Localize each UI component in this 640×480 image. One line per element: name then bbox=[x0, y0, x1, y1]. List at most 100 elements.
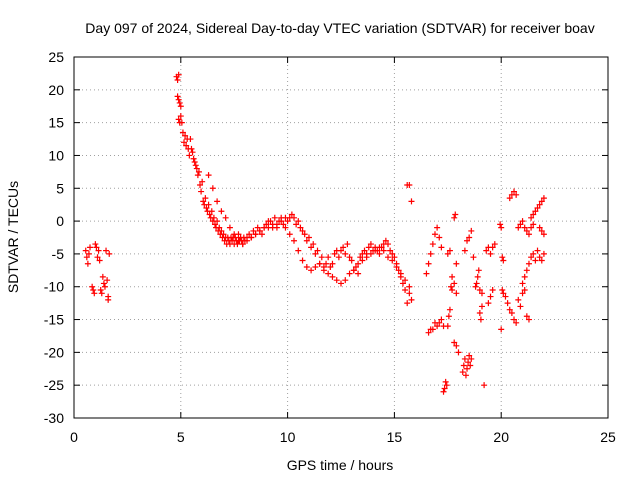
data-point bbox=[470, 254, 477, 261]
data-point bbox=[453, 342, 460, 349]
data-point bbox=[525, 260, 532, 267]
data-point bbox=[530, 250, 537, 257]
data-point bbox=[284, 218, 291, 225]
data-point bbox=[181, 139, 188, 146]
data-point bbox=[355, 260, 362, 267]
y-tick-label: 25 bbox=[48, 49, 64, 65]
y-axis-title: SDTVAR / TECUs bbox=[5, 181, 21, 293]
data-point bbox=[404, 300, 411, 307]
data-point bbox=[342, 250, 349, 257]
data-point bbox=[423, 270, 430, 277]
data-point bbox=[536, 254, 543, 261]
data-point bbox=[288, 211, 295, 218]
data-point bbox=[508, 309, 515, 316]
data-point bbox=[235, 237, 242, 244]
data-point bbox=[519, 280, 526, 287]
data-point bbox=[359, 257, 366, 264]
data-point bbox=[406, 290, 413, 297]
y-tick-label: 20 bbox=[48, 82, 64, 98]
data-point bbox=[449, 273, 456, 280]
data-point bbox=[528, 214, 535, 221]
x-tick-label: 10 bbox=[280, 429, 296, 445]
data-point bbox=[194, 172, 201, 179]
data-point bbox=[408, 198, 415, 205]
data-point bbox=[502, 293, 509, 300]
data-point bbox=[511, 316, 518, 323]
data-point bbox=[540, 195, 547, 202]
data-point bbox=[521, 287, 528, 294]
data-point bbox=[521, 224, 528, 231]
x-tick-label: 5 bbox=[177, 429, 185, 445]
data-point bbox=[100, 280, 107, 287]
data-point bbox=[446, 247, 453, 254]
data-point bbox=[436, 319, 443, 326]
data-point bbox=[478, 290, 485, 297]
data-point bbox=[254, 224, 261, 231]
data-point bbox=[314, 247, 321, 254]
ticks-layer: 0 5 10 15 20 25 -30 -25 -20 -15 -10 -5 0 5 10 15 20 25 bbox=[44, 49, 616, 445]
data-point bbox=[234, 241, 241, 248]
data-point bbox=[335, 254, 342, 261]
data-point bbox=[519, 218, 526, 225]
data-point bbox=[464, 365, 471, 372]
data-point bbox=[519, 290, 526, 297]
data-point bbox=[487, 250, 494, 257]
data-point bbox=[455, 349, 462, 356]
data-point bbox=[391, 254, 398, 261]
data-point bbox=[90, 287, 97, 294]
data-point bbox=[525, 316, 532, 323]
data-point bbox=[429, 326, 436, 333]
data-point bbox=[206, 211, 213, 218]
data-point bbox=[226, 224, 233, 231]
data-point bbox=[299, 227, 306, 234]
data-point bbox=[389, 257, 396, 264]
data-point bbox=[265, 218, 272, 225]
data-point bbox=[467, 362, 474, 369]
data-point bbox=[101, 283, 108, 290]
y-tick-label: -30 bbox=[44, 410, 64, 426]
data-point bbox=[189, 149, 196, 156]
data-point bbox=[382, 237, 389, 244]
data-point bbox=[350, 267, 357, 274]
data-point bbox=[244, 237, 251, 244]
data-point bbox=[485, 300, 492, 307]
data-point bbox=[468, 227, 475, 234]
data-point bbox=[331, 250, 338, 257]
data-point bbox=[402, 287, 409, 294]
data-point bbox=[293, 221, 300, 228]
data-point bbox=[530, 221, 537, 228]
data-point bbox=[176, 99, 183, 106]
data-point bbox=[500, 257, 507, 264]
y-tick-label: -20 bbox=[44, 344, 64, 360]
data-point bbox=[465, 359, 472, 366]
data-point bbox=[451, 280, 458, 287]
grid-layer bbox=[74, 57, 608, 418]
data-point bbox=[487, 293, 494, 300]
data-point bbox=[357, 254, 364, 261]
data-point bbox=[84, 260, 91, 267]
data-point bbox=[425, 329, 432, 336]
data-point bbox=[536, 201, 543, 208]
data-point bbox=[179, 129, 186, 136]
y-tick-label: -10 bbox=[44, 279, 64, 295]
data-point bbox=[517, 303, 524, 310]
data-point bbox=[258, 231, 265, 238]
x-axis-title: GPS time / hours bbox=[287, 457, 394, 473]
data-point bbox=[499, 287, 506, 294]
data-point bbox=[468, 355, 475, 362]
data-point bbox=[342, 277, 349, 284]
data-point bbox=[451, 339, 458, 346]
data-point bbox=[348, 257, 355, 264]
data-point bbox=[174, 93, 181, 100]
y-tick-label: 15 bbox=[48, 115, 64, 131]
data-point bbox=[476, 309, 483, 316]
data-point bbox=[252, 231, 259, 238]
data-point bbox=[500, 290, 507, 297]
data-point bbox=[372, 247, 379, 254]
data-point bbox=[441, 385, 448, 392]
data-point bbox=[453, 260, 460, 267]
data-point bbox=[299, 257, 306, 264]
data-point bbox=[449, 287, 456, 294]
